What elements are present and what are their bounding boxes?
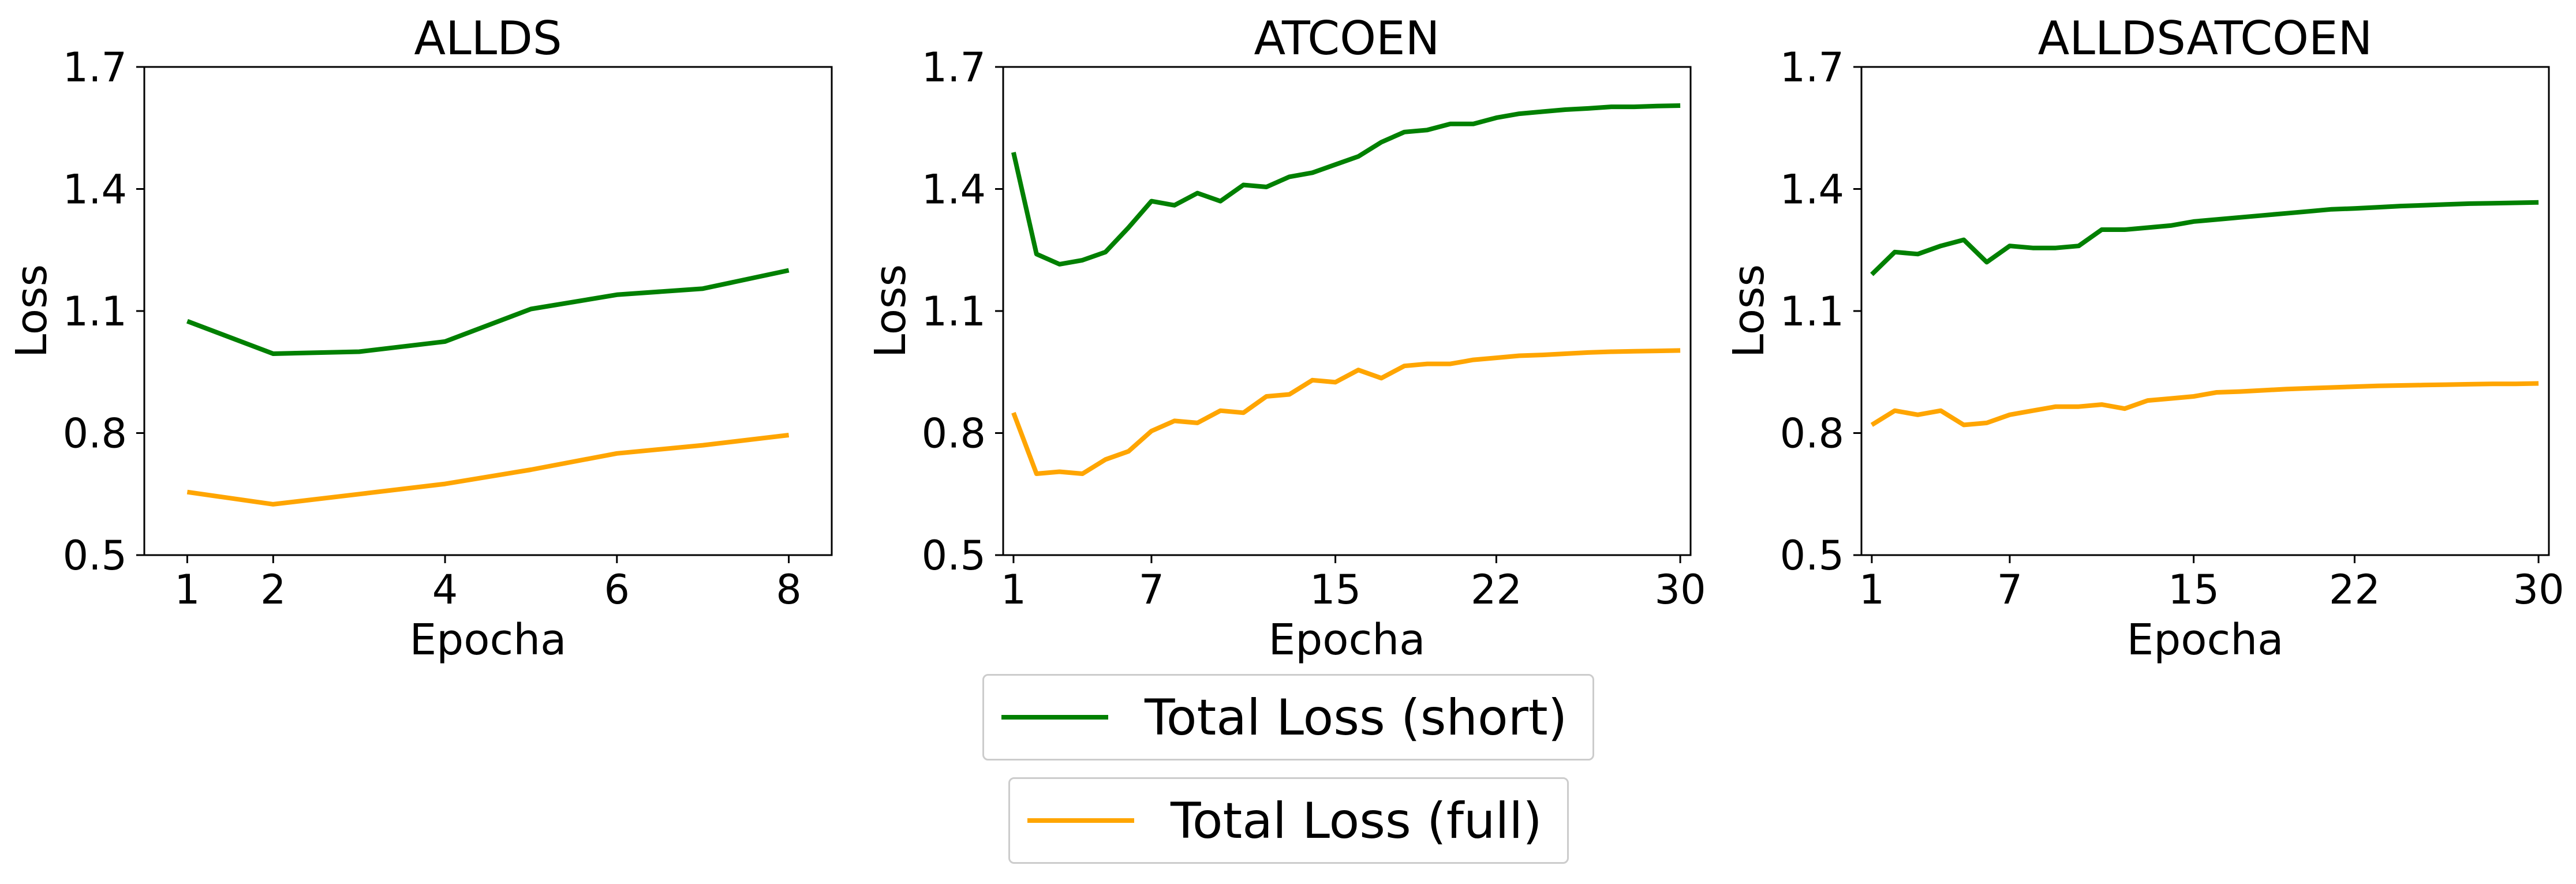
panel-2-ylabel: Loss <box>866 264 915 358</box>
panel-3-xtick-label: 7 <box>1997 566 2023 613</box>
panel-1-ylabel: Loss <box>7 264 57 358</box>
panel-1-xtick-label: 2 <box>260 566 286 613</box>
panel-2-xtick-label: 1 <box>1001 566 1027 613</box>
legend-box-full: Total Loss (full) <box>1008 777 1569 864</box>
panel-2-ytick-label: 0.5 <box>922 532 986 579</box>
panel-3-title: ALLDSATCOEN <box>2038 12 2373 65</box>
panel-3-series-1-line <box>1870 200 2539 276</box>
panel-3-series-2-line <box>1870 381 2539 428</box>
legend-label-full: Total Loss (full) <box>1171 792 1542 850</box>
legend-swatch-full <box>1027 818 1134 823</box>
panel-1-xtick-label: 8 <box>776 566 802 613</box>
panel-3-xtick-label: 1 <box>1859 566 1885 613</box>
panel-2-series-1-line <box>1011 103 1681 267</box>
panel-3-xtick-label: 22 <box>2329 566 2380 613</box>
panel-2-xlabel: Epocha <box>1269 615 1426 665</box>
panel-2-series-2-line <box>1011 348 1681 476</box>
panel-1-xtick-label: 4 <box>432 566 458 613</box>
panel-1-title: ALLDS <box>414 12 562 65</box>
panel-3-ytick-label: 1.7 <box>1780 44 1844 91</box>
panel-2-xtick-label: 30 <box>1655 566 1706 613</box>
panel-1-plot-frame <box>143 66 833 556</box>
panel-1-ytick-label: 1.7 <box>63 44 127 91</box>
panel-2-ytick-label: 1.4 <box>922 166 986 213</box>
panel-1-ytick-label: 0.8 <box>63 410 127 458</box>
panel-2-plot-frame <box>1002 66 1692 556</box>
panel-1-ytick-label: 1.4 <box>63 166 127 213</box>
panel-1-ytick-label: 1.1 <box>63 288 127 335</box>
panel-3-ylabel: Loss <box>1724 264 1774 358</box>
panel-3-xtick-label: 30 <box>2513 566 2564 613</box>
panel-1-series-1-line <box>186 268 790 356</box>
panel-1-xtick-label: 6 <box>604 566 630 613</box>
panel-2-xtick-label: 15 <box>1310 566 1361 613</box>
legend-swatch-short <box>1001 715 1108 720</box>
panel-1-xlabel: Epocha <box>410 615 567 665</box>
panel-3-ytick-label: 1.1 <box>1780 288 1844 335</box>
panel-2-ytick-label: 1.1 <box>922 288 986 335</box>
panel-2-title: ATCOEN <box>1254 12 1440 65</box>
legend-label-short: Total Loss (short) <box>1145 689 1568 747</box>
panel-2-ytick-label: 0.8 <box>922 410 986 458</box>
panel-3-xtick-label: 15 <box>2168 566 2219 613</box>
panel-2-xtick-label: 7 <box>1139 566 1165 613</box>
panel-2-ytick-label: 1.7 <box>922 44 986 91</box>
panel-3-ytick-label: 0.8 <box>1780 410 1844 458</box>
panel-2-xtick-label: 22 <box>1471 566 1522 613</box>
panel-1-ytick-label: 0.5 <box>63 532 127 579</box>
panel-3-ytick-label: 1.4 <box>1780 166 1844 213</box>
legend-box-short: Total Loss (short) <box>982 674 1594 761</box>
panel-1-series-2-line <box>186 433 790 507</box>
panel-3-xlabel: Epocha <box>2127 615 2284 665</box>
panel-1-xtick-label: 1 <box>174 566 200 613</box>
panel-3-ytick-label: 0.5 <box>1780 532 1844 579</box>
panel-3-plot-frame <box>1860 66 2550 556</box>
